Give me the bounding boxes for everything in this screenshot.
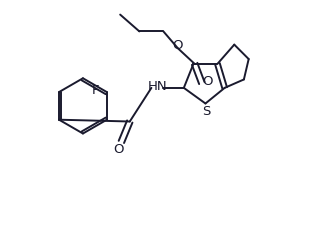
- Text: S: S: [202, 105, 210, 118]
- Text: HN: HN: [148, 80, 167, 93]
- Text: O: O: [202, 75, 212, 88]
- Text: O: O: [114, 143, 124, 156]
- Text: F: F: [91, 84, 99, 97]
- Text: O: O: [173, 39, 183, 52]
